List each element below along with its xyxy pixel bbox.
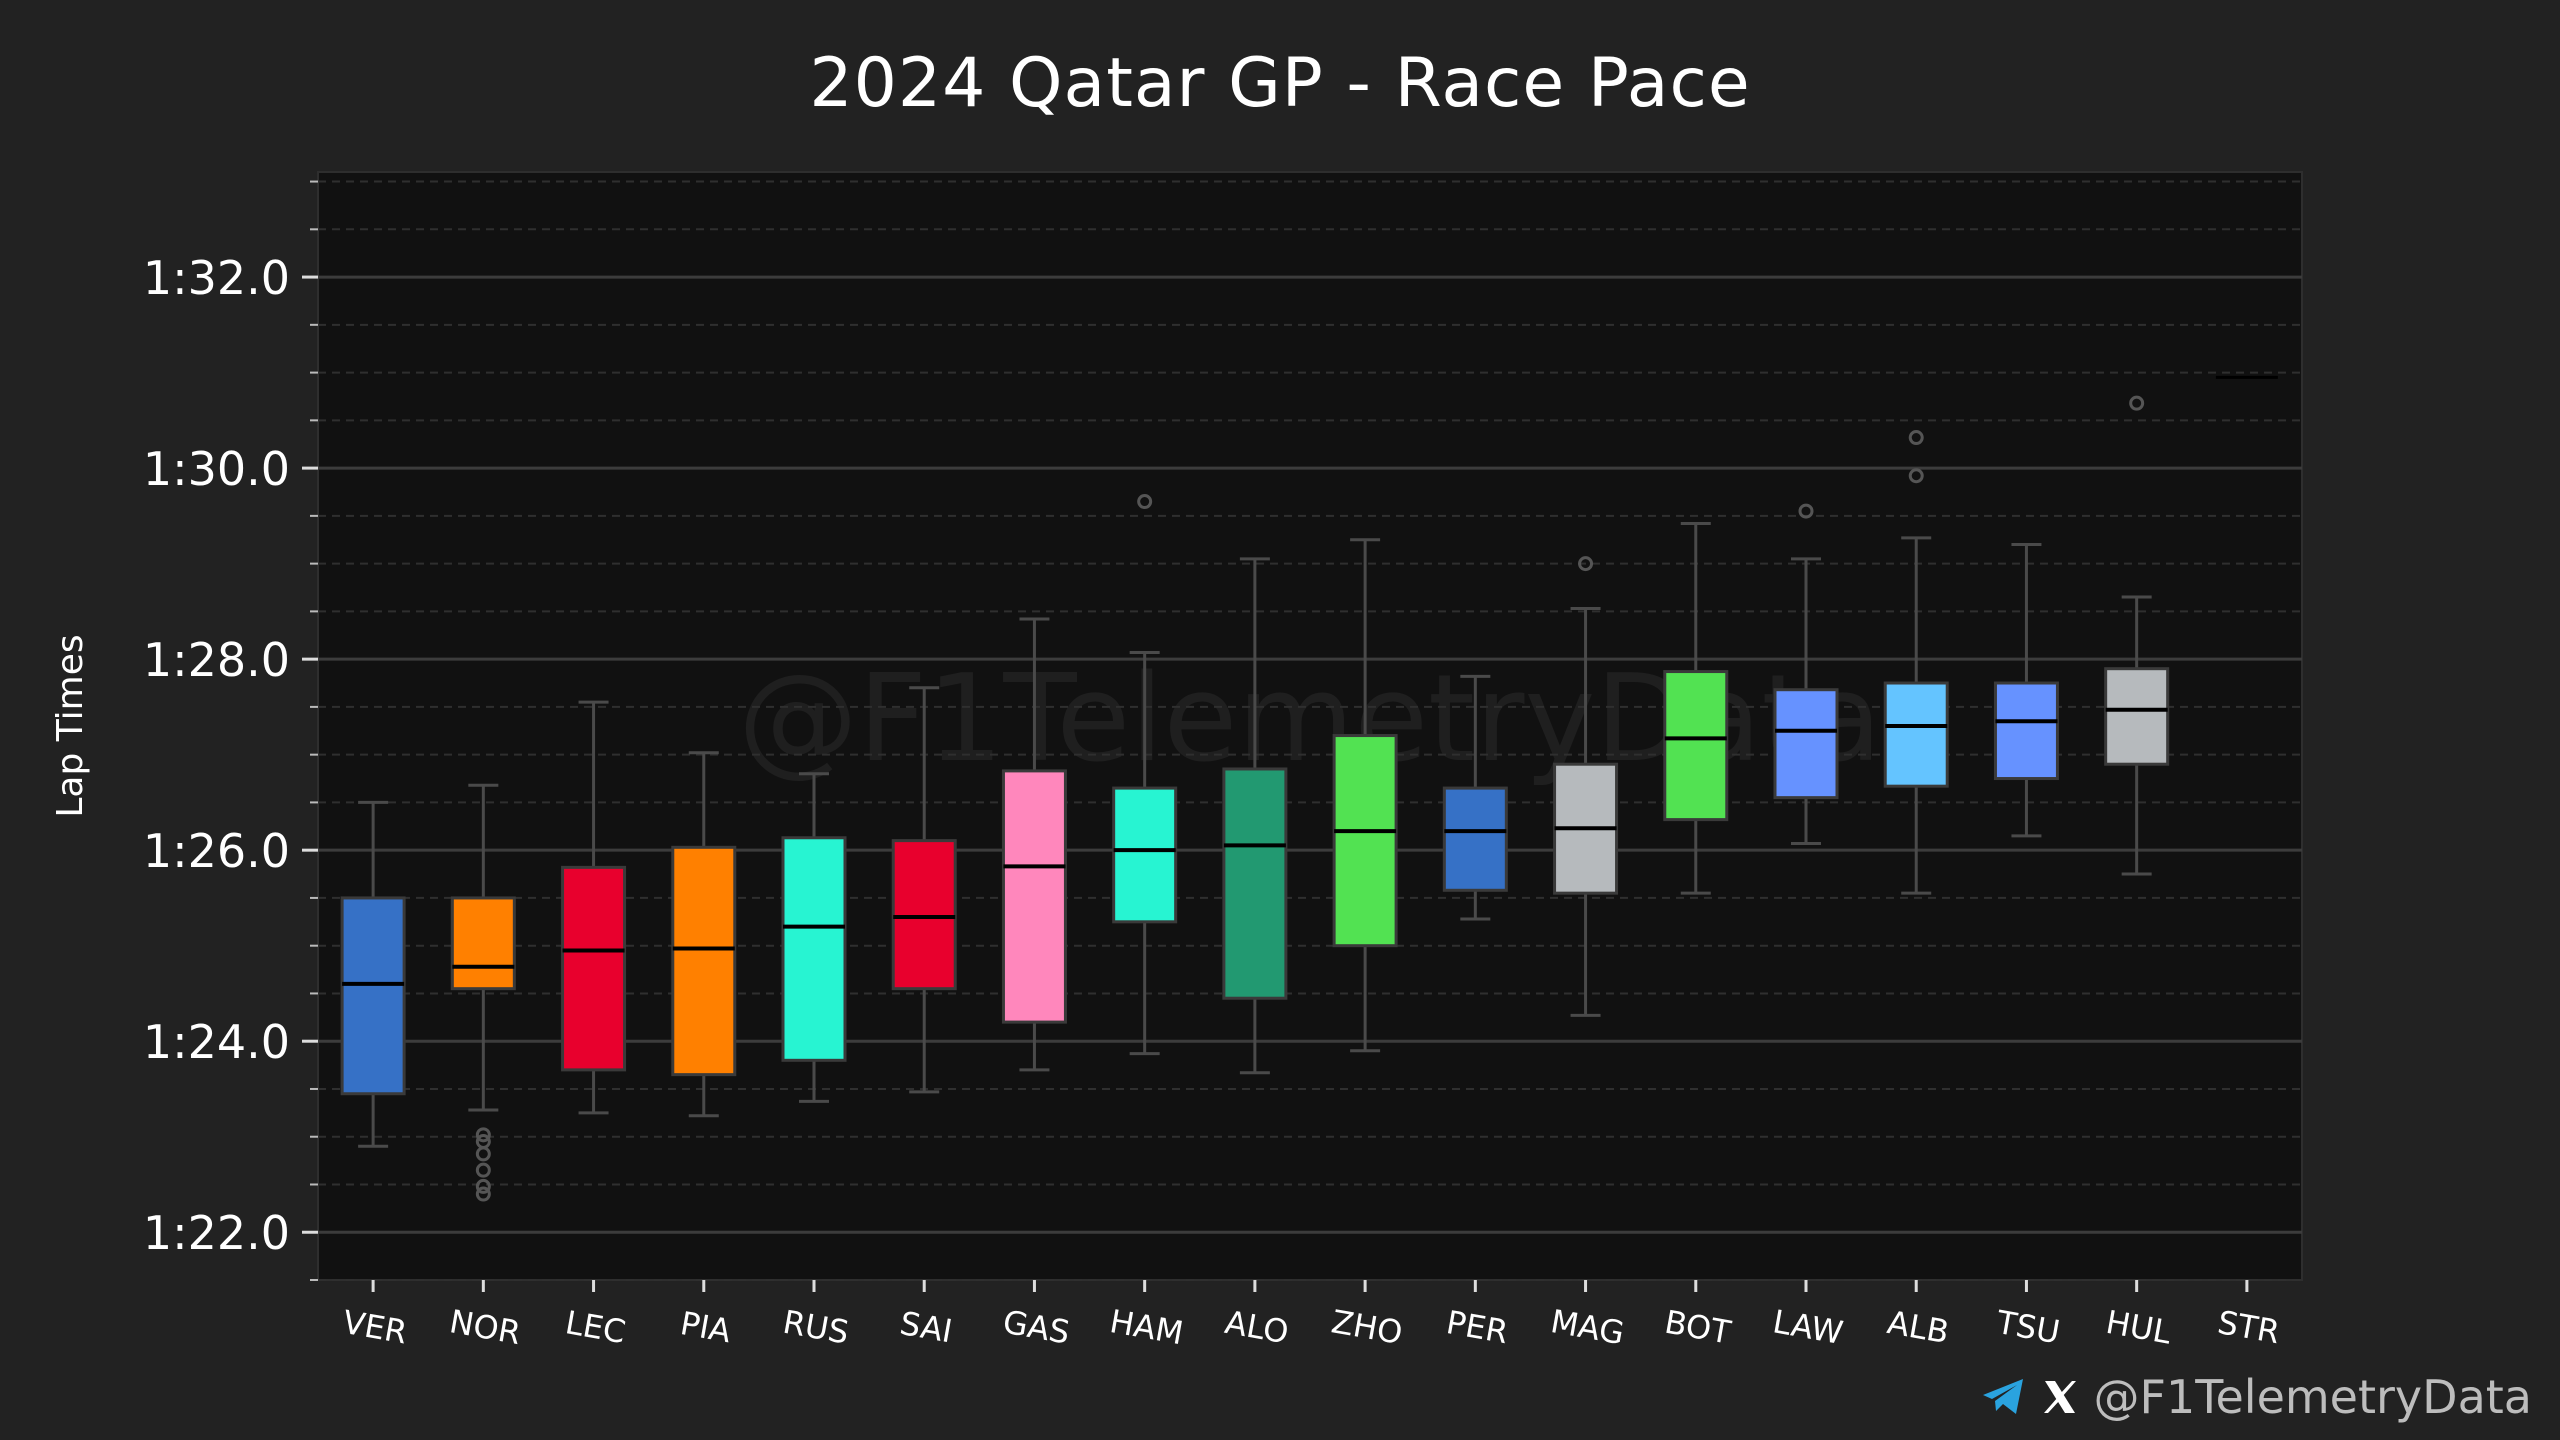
outlier-point: [1578, 556, 1594, 572]
box-iqr: [340, 896, 406, 1096]
outlier-point: [475, 1178, 491, 1194]
footer-handle-text: @F1TelemetryData: [2093, 1370, 2532, 1424]
x-tick-label: HAM: [1107, 1302, 1186, 1352]
box-iqr: [1001, 769, 1067, 1024]
box-pia: [671, 751, 737, 1118]
y-tick-label: 1:24.0: [143, 1015, 290, 1069]
outlier-point: [475, 1162, 491, 1178]
x-tick-label: ALO: [1222, 1303, 1291, 1351]
y-tick-label: 1:28.0: [143, 633, 290, 687]
x-tick-label: STR: [2215, 1303, 2283, 1351]
x-tick-label: MAG: [1548, 1302, 1627, 1352]
outlier-point: [1137, 494, 1153, 510]
x-tick-label: LAW: [1770, 1302, 1846, 1352]
x-tick-label: NOR: [447, 1302, 524, 1352]
x-tick-label: HUL: [2103, 1303, 2174, 1352]
box-alo: [1222, 557, 1288, 1075]
outlier-point: [475, 1186, 491, 1202]
x-tick-label: BOT: [1662, 1303, 1734, 1352]
box-hul: [2104, 395, 2170, 876]
chart-title: 2024 Qatar GP - Race Pace: [809, 44, 1751, 123]
x-tick-label: VER: [340, 1303, 410, 1352]
outlier-point: [475, 1134, 491, 1149]
box-alb: [1883, 430, 1949, 895]
x-tick-label: PER: [1444, 1303, 1511, 1351]
box-ver: [340, 800, 406, 1148]
outlier-point: [2129, 395, 2145, 411]
box-iqr: [1883, 681, 1949, 788]
outlier-point: [1798, 503, 1814, 519]
box-iqr: [450, 896, 516, 991]
x-tick-label: SAI: [897, 1304, 955, 1350]
box-iqr: [1773, 688, 1839, 800]
box-iqr: [891, 839, 957, 991]
box-iqr: [1112, 786, 1178, 924]
box-iqr: [1332, 734, 1398, 948]
box-iqr: [2104, 667, 2170, 766]
y-tick-label: 1:26.0: [143, 824, 290, 878]
box-lec: [561, 700, 627, 1115]
outlier-point: [475, 1127, 491, 1143]
box-nor: [450, 783, 516, 1202]
y-axis-label: Lap Times: [50, 634, 91, 817]
box-per: [1442, 674, 1508, 921]
x-tick-label: ALB: [1884, 1303, 1951, 1351]
box-ham: [1112, 494, 1178, 1056]
box-gas: [1001, 617, 1067, 1072]
outlier-point: [1908, 468, 1924, 484]
box-iqr: [1442, 786, 1508, 892]
box-iqr: [671, 845, 737, 1077]
gridlines: [318, 180, 2302, 1281]
footer-handle: @F1TelemetryData: [1981, 1370, 2532, 1424]
box-iqr: [1993, 681, 2059, 781]
box-iqr: [1222, 767, 1288, 1000]
y-tick-label: 1:32.0: [143, 251, 290, 305]
box-rus: [781, 772, 847, 1103]
x-tick-label: TSU: [1993, 1303, 2063, 1352]
box-tsu: [1993, 543, 2059, 838]
x-tick-label: ZHO: [1329, 1302, 1406, 1352]
outlier-point: [1908, 430, 1924, 446]
box-sai: [891, 686, 957, 1094]
x-tick-label: PIA: [677, 1304, 734, 1350]
box-mag: [1553, 556, 1619, 1017]
box-iqr: [781, 836, 847, 1062]
y-tick-label: 1:30.0: [143, 442, 290, 496]
box-iqr: [1663, 670, 1729, 822]
x-tick-label: RUS: [780, 1303, 852, 1352]
x-tick-label: GAS: [1000, 1303, 1073, 1352]
box-bot: [1663, 522, 1729, 895]
x-icon: [2041, 1378, 2079, 1416]
boxes: [340, 375, 2278, 1202]
y-tick-label: 1:22.0: [143, 1206, 290, 1260]
x-tick-label: LEC: [562, 1303, 628, 1351]
plot-area: [317, 171, 2303, 1281]
telegram-icon: [1981, 1377, 2027, 1417]
box-law: [1773, 503, 1839, 845]
box-iqr: [561, 865, 627, 1072]
box-zho: [1332, 538, 1398, 1053]
